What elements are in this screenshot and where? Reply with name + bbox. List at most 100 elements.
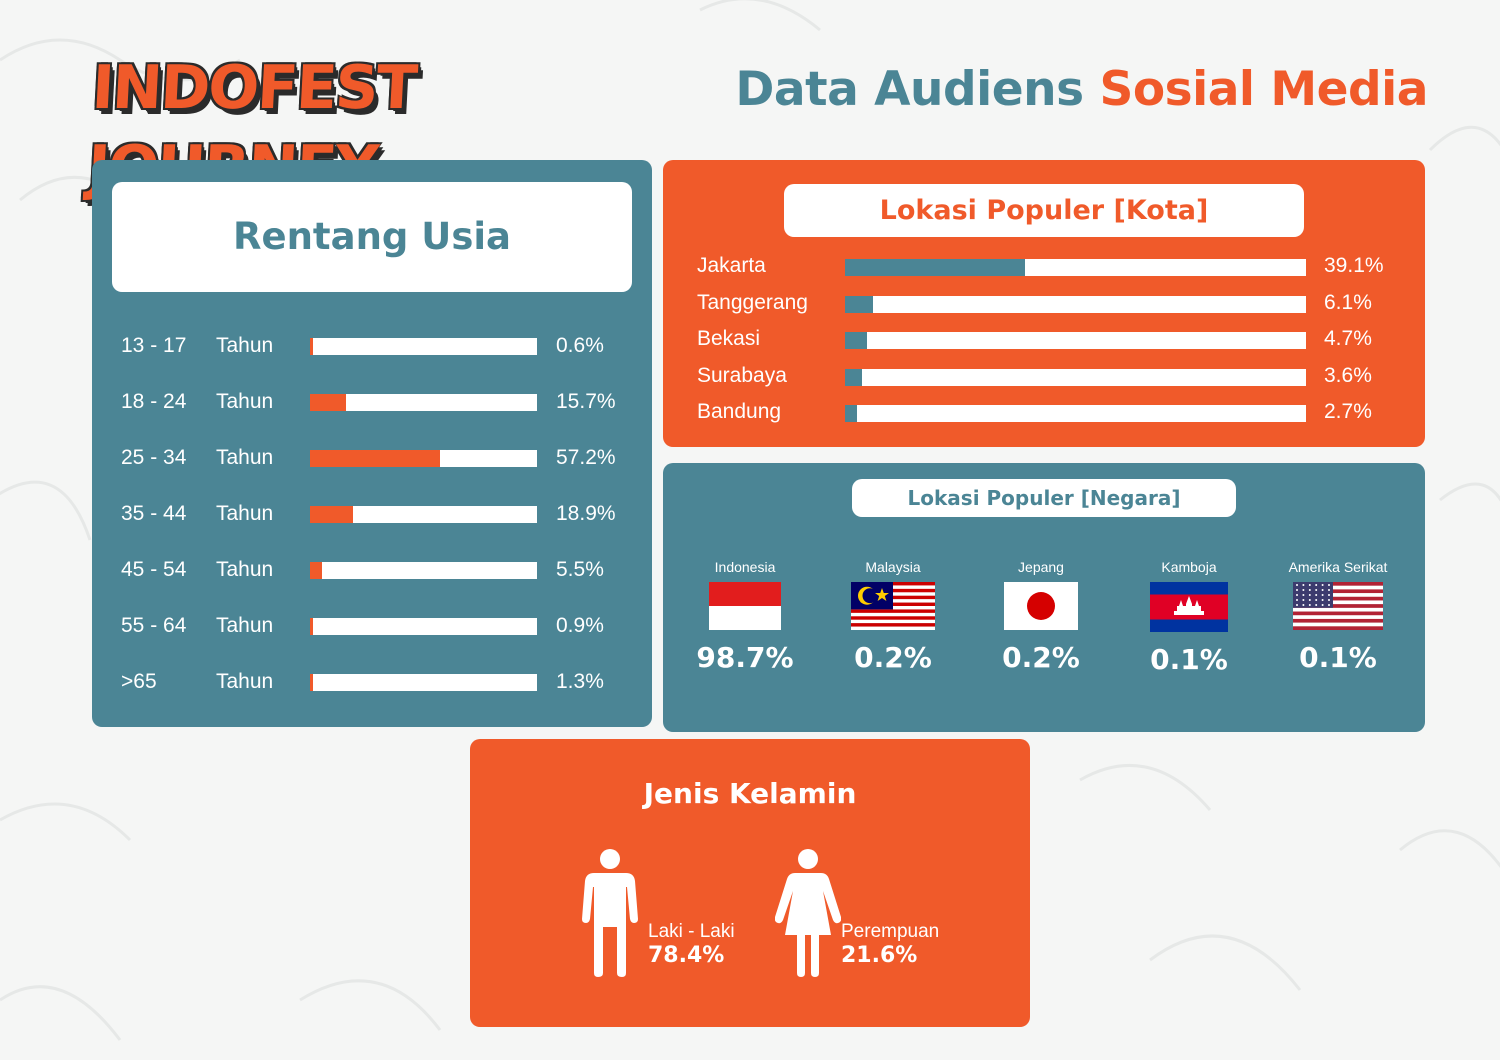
age-bar xyxy=(310,394,346,411)
age-bar-track xyxy=(310,674,537,691)
city-bar xyxy=(845,259,1026,276)
age-row: 18 - 24 Tahun 15.7% xyxy=(92,390,652,416)
age-row: 55 - 64 Tahun 0.9% xyxy=(92,614,652,640)
indofest-journey-logo: INDOFEST JOURNEY xyxy=(86,53,418,203)
age-percent: 0.9% xyxy=(556,614,604,637)
age-row: >65 Tahun 1.3% xyxy=(92,670,652,696)
city-name: Tanggerang xyxy=(697,290,808,314)
country-item: Jepang 0.2% xyxy=(976,558,1106,674)
city-percent: 39.1% xyxy=(1324,254,1384,277)
page-title-part1: Data Audiens xyxy=(735,62,1084,117)
city-percent: 2.7% xyxy=(1324,400,1372,423)
female-figure-icon xyxy=(775,849,841,977)
city-location-title: Lokasi Populer [Kota] xyxy=(879,195,1209,226)
city-bar-track xyxy=(845,332,1306,349)
city-name: Surabaya xyxy=(697,363,787,387)
city-row: Bekasi 4.7% xyxy=(663,327,1425,353)
age-unit: Tahun xyxy=(216,502,274,525)
city-name: Bekasi xyxy=(697,327,761,350)
country-item: Malaysia 0.2% xyxy=(828,558,958,674)
city-bar xyxy=(845,405,858,422)
city-location-title-box: Lokasi Populer [Kota] xyxy=(784,184,1304,237)
male-value: 78.4% xyxy=(648,943,725,968)
age-bar xyxy=(310,506,353,523)
city-row: Bandung 2.7% xyxy=(663,400,1425,426)
age-bar xyxy=(310,674,313,691)
japan-flag-icon xyxy=(976,582,1106,635)
indonesia-flag-icon xyxy=(680,582,810,635)
city-percent: 3.6% xyxy=(1324,363,1372,387)
age-percent: 57.2% xyxy=(556,446,616,469)
city-row: Tanggerang 6.1% xyxy=(663,291,1425,317)
age-row: 35 - 44 Tahun 18.9% xyxy=(92,502,652,528)
age-unit: Tahun xyxy=(216,446,274,469)
city-name: Jakarta xyxy=(697,254,766,277)
male-figure-icon xyxy=(582,849,638,977)
male-stat: Laki - Laki 78.4% xyxy=(648,921,735,968)
age-range-title-box: Rentang Usia xyxy=(112,182,632,292)
country-location-title: Lokasi Populer [Negara] xyxy=(907,486,1181,510)
age-bar xyxy=(310,618,313,635)
age-range: 18 - 24 xyxy=(121,390,187,413)
city-bar xyxy=(845,368,862,386)
age-bar xyxy=(310,338,313,355)
age-unit: Tahun xyxy=(216,390,274,413)
usa-flag-icon xyxy=(1273,582,1403,635)
country-name: Malaysia xyxy=(865,559,921,575)
age-bar-track xyxy=(310,506,537,523)
age-bar xyxy=(310,562,323,579)
age-bar-track xyxy=(310,618,537,635)
male-label: Laki - Laki xyxy=(648,921,735,942)
female-label: Perempuan xyxy=(841,921,940,942)
age-range: 13 - 17 xyxy=(121,334,187,357)
city-bar xyxy=(845,332,867,349)
country-item: Amerika Serikat 0.1% xyxy=(1273,558,1403,674)
city-row: Jakarta 39.1% xyxy=(663,254,1425,280)
city-location-panel: Lokasi Populer [Kota] Jakarta 39.1% Tangge… xyxy=(663,160,1425,447)
age-range: 55 - 64 xyxy=(121,614,187,637)
country-percent: 98.7% xyxy=(696,641,794,674)
page-title-part2: Sosial Media xyxy=(1099,62,1428,117)
city-bar-track xyxy=(845,295,1306,313)
age-range: >65 xyxy=(121,670,157,693)
age-range-title: Rentang Usia xyxy=(232,215,511,258)
country-name: Jepang xyxy=(1018,559,1064,575)
city-name: Bandung xyxy=(697,400,782,423)
city-bar-track xyxy=(845,259,1306,276)
page-title: Data Audiens Sosial Media xyxy=(735,62,1428,117)
country-name: Indonesia xyxy=(714,559,776,575)
age-bar xyxy=(310,450,440,467)
cambodia-flag-icon xyxy=(1124,582,1254,637)
country-location-panel: Lokasi Populer [Negara] Indonesia 98.7% Ma… xyxy=(663,463,1425,732)
country-name: Amerika Serikat xyxy=(1288,559,1388,575)
age-percent: 1.3% xyxy=(556,670,604,693)
malaysia-flag-icon xyxy=(828,582,958,635)
city-bar xyxy=(845,295,874,313)
country-item: Kamboja 0.1% xyxy=(1124,558,1254,676)
age-unit: Tahun xyxy=(216,334,274,357)
gender-title: Jenis Kelamin xyxy=(643,777,857,810)
age-percent: 5.5% xyxy=(556,558,604,581)
age-row: 13 - 17 Tahun 0.6% xyxy=(92,334,652,360)
city-percent: 6.1% xyxy=(1324,290,1372,314)
age-percent: 15.7% xyxy=(556,390,616,413)
city-row: Surabaya 3.6% xyxy=(663,364,1425,390)
gender-panel: Jenis Kelamin Laki - Laki 78.4% Perempua… xyxy=(470,739,1030,1027)
age-range: 45 - 54 xyxy=(121,558,187,581)
age-unit: Tahun xyxy=(216,614,274,637)
country-item: Indonesia 98.7% xyxy=(680,558,810,674)
female-value: 21.6% xyxy=(841,943,918,968)
country-location-title-box: Lokasi Populer [Negara] xyxy=(852,479,1236,517)
age-range: 35 - 44 xyxy=(121,502,187,525)
age-unit: Tahun xyxy=(216,670,274,693)
city-percent: 4.7% xyxy=(1324,327,1372,350)
age-range-panel: Rentang Usia 13 - 17 Tahun 0.6% 18 - 24 Tahu… xyxy=(92,160,652,727)
country-percent: 0.2% xyxy=(1002,641,1080,674)
age-row: 45 - 54 Tahun 5.5% xyxy=(92,558,652,584)
age-row: 25 - 34 Tahun 57.2% xyxy=(92,446,652,472)
age-unit: Tahun xyxy=(216,558,274,581)
female-stat: Perempuan 21.6% xyxy=(841,921,939,968)
country-percent: 0.2% xyxy=(854,641,932,674)
city-bar-track xyxy=(845,368,1306,386)
